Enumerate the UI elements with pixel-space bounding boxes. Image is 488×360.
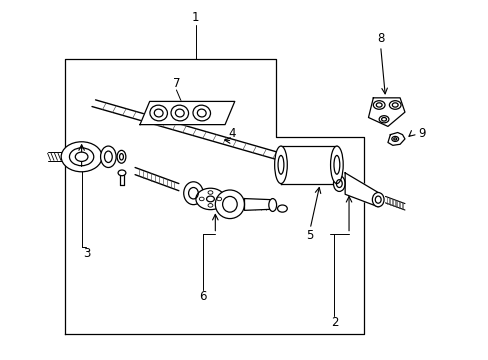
Ellipse shape	[215, 190, 244, 219]
Ellipse shape	[333, 176, 345, 192]
Polygon shape	[140, 102, 234, 125]
Polygon shape	[345, 173, 377, 207]
Text: 1: 1	[192, 11, 199, 24]
Polygon shape	[281, 146, 336, 184]
Circle shape	[372, 101, 384, 109]
Polygon shape	[244, 199, 271, 210]
Circle shape	[378, 116, 388, 123]
Ellipse shape	[330, 146, 343, 184]
Circle shape	[75, 152, 88, 161]
Circle shape	[196, 188, 224, 210]
Text: 5: 5	[306, 229, 313, 242]
Text: 9: 9	[417, 127, 425, 140]
Circle shape	[277, 205, 287, 212]
Circle shape	[391, 136, 398, 141]
Ellipse shape	[268, 199, 276, 211]
Text: 7: 7	[172, 77, 180, 90]
Circle shape	[118, 170, 125, 176]
Polygon shape	[387, 132, 404, 145]
Text: 2: 2	[330, 316, 338, 329]
Ellipse shape	[117, 150, 125, 163]
Ellipse shape	[101, 146, 116, 167]
Ellipse shape	[274, 146, 287, 184]
Circle shape	[61, 142, 102, 172]
Text: 8: 8	[376, 32, 384, 45]
Text: 6: 6	[199, 289, 206, 303]
Circle shape	[388, 101, 400, 109]
Text: 3: 3	[82, 247, 90, 260]
Ellipse shape	[183, 182, 203, 204]
Text: 4: 4	[228, 127, 236, 140]
Ellipse shape	[372, 193, 383, 207]
Polygon shape	[368, 98, 404, 126]
